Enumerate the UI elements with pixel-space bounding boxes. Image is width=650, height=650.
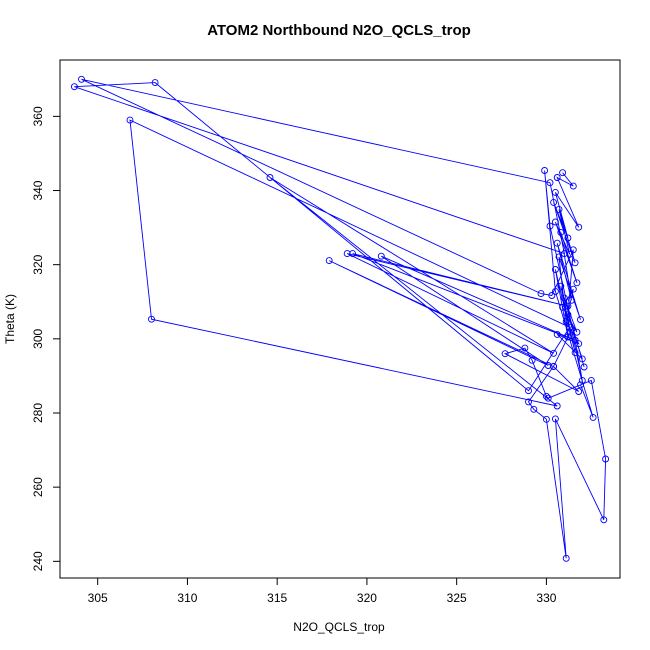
data-point: [568, 326, 575, 334]
y-tick-label: 360: [31, 106, 45, 126]
data-point: [559, 169, 567, 177]
data-point: [553, 174, 561, 181]
x-axis: 305 310 315 320 325 330: [88, 578, 557, 605]
data-point: [541, 167, 549, 174]
data-point: [521, 344, 529, 352]
x-axis-label: N2O_QCLS_trop: [293, 620, 385, 634]
series-layer: [70, 75, 610, 562]
data-point: [551, 287, 559, 295]
data-point: [546, 179, 554, 187]
data-point: [542, 415, 550, 423]
data-point: [557, 282, 565, 290]
data-point: [575, 388, 583, 395]
y-tick-label: 320: [31, 254, 45, 274]
data-point: [560, 250, 568, 258]
data-point: [377, 252, 385, 260]
x-tick-label: 330: [536, 591, 556, 605]
y-tick-label: 280: [31, 403, 45, 423]
data-point: [589, 413, 597, 421]
data-point: [575, 340, 583, 348]
data-point: [569, 285, 577, 293]
data-point: [571, 259, 579, 267]
data-point: [126, 116, 134, 124]
data-point: [551, 266, 559, 273]
data-point: [560, 294, 568, 302]
data-point: [349, 250, 357, 258]
data-point: [575, 223, 583, 231]
data-point: [343, 250, 351, 258]
data-point: [564, 302, 572, 310]
x-tick-label: 315: [267, 591, 287, 605]
data-point: [553, 239, 561, 247]
y-tick-label: 260: [31, 477, 45, 497]
data-point: [573, 279, 581, 287]
y-tick-label: 300: [31, 329, 45, 349]
x-tick-label: 320: [357, 591, 377, 605]
data-point: [564, 311, 572, 319]
data-point: [525, 398, 532, 406]
data-point: [577, 381, 584, 389]
data-point: [501, 350, 509, 358]
data-point: [151, 79, 159, 87]
data-point: [587, 376, 595, 384]
data-point: [568, 296, 575, 304]
data-point: [571, 336, 579, 344]
data-point: [550, 349, 558, 357]
x-tick-label: 325: [447, 591, 467, 605]
series-line: [74, 78, 607, 559]
data-point: [562, 317, 570, 325]
data-point: [600, 516, 608, 524]
data-point: [525, 387, 532, 395]
data-point: [78, 75, 85, 83]
data-point: [580, 363, 588, 371]
data-point: [562, 554, 570, 562]
data-point: [566, 250, 574, 258]
data-point: [564, 333, 572, 341]
y-tick-label: 340: [31, 180, 45, 200]
data-point: [266, 174, 274, 181]
data-point: [546, 222, 554, 230]
x-tick-label: 305: [88, 591, 108, 605]
x-tick-label: 310: [177, 591, 197, 605]
data-point: [555, 253, 563, 261]
plot-frame: [59, 59, 621, 579]
data-point: [559, 303, 567, 311]
data-point: [553, 330, 561, 338]
y-axis-label: Theta (K): [3, 294, 17, 344]
data-point: [553, 402, 561, 410]
data-point: [571, 349, 579, 357]
y-tick-label: 240: [31, 551, 45, 571]
y-axis: 240 260 280 300 320 340 360: [31, 106, 60, 571]
data-point: [537, 290, 545, 298]
data-point: [550, 362, 558, 370]
chart-title: ATOM2 Northbound N2O_QCLS_trop: [207, 22, 471, 39]
data-point: [569, 182, 577, 190]
data-point: [548, 292, 556, 299]
data-point: [70, 83, 78, 91]
data-point: [577, 316, 584, 324]
data-point: [551, 188, 559, 196]
data-point: [528, 356, 536, 364]
data-point: [569, 246, 577, 254]
data-point: [578, 376, 586, 384]
data-point: [542, 392, 550, 400]
data-point: [325, 257, 333, 265]
data-point: [148, 315, 155, 323]
data-point: [555, 205, 563, 213]
data-point: [551, 415, 559, 423]
data-point: [564, 234, 572, 242]
data-point: [544, 394, 552, 402]
data-point: [530, 405, 538, 413]
data-point: [578, 355, 586, 363]
data-point: [602, 455, 610, 463]
data-point: [557, 228, 565, 236]
data-point: [551, 218, 559, 226]
data-point: [550, 198, 558, 206]
